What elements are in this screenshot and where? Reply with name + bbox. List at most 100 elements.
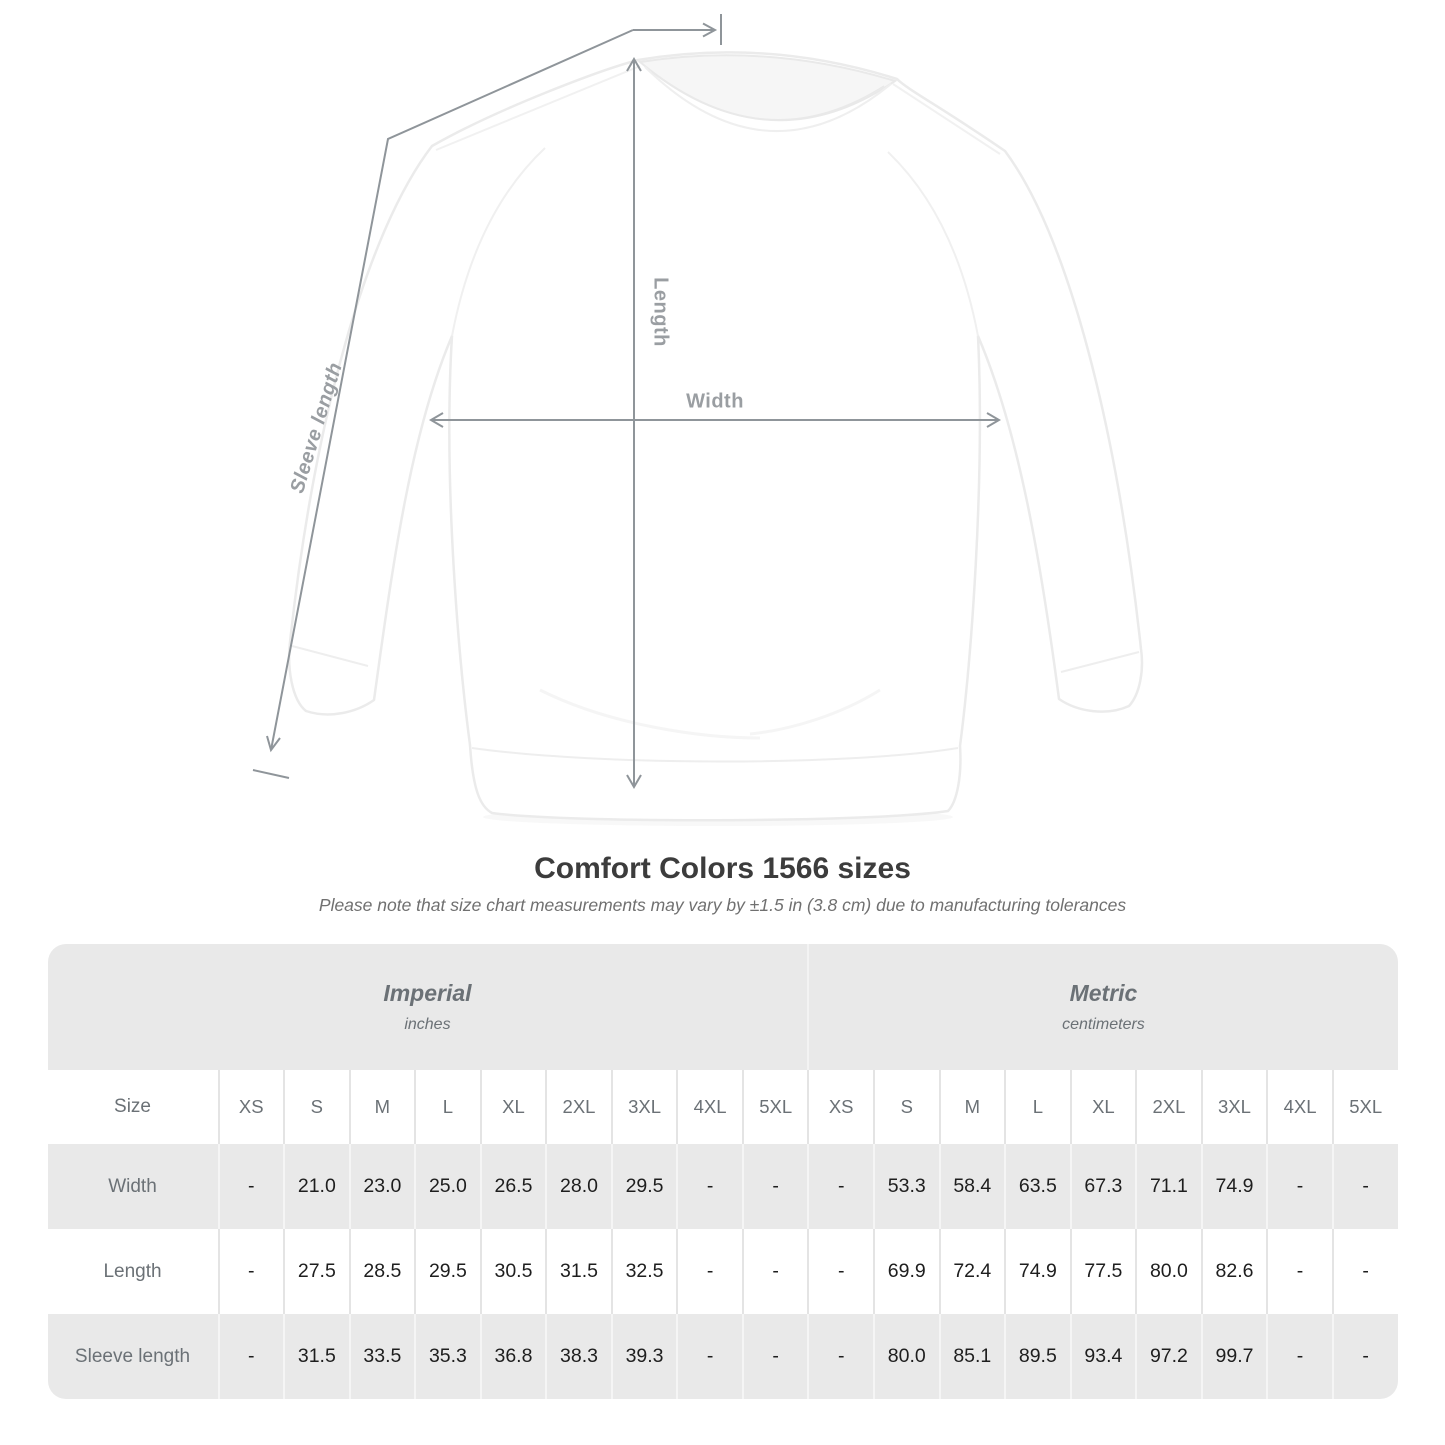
table-row: Sleeve length -31.5 33.5 35.3 36.8 38.3 39.3- -… <box>47 1314 1398 1399</box>
value-cell: 80.0 <box>872 1314 939 1399</box>
size-header: M <box>348 1070 415 1144</box>
table-row: Width -21.0 23.0 25.0 26.5 28.0 29.5- - -53.3 58.… <box>47 1144 1398 1229</box>
size-header: XS <box>807 1070 873 1144</box>
value-cell: 32.5 <box>610 1229 677 1314</box>
size-header: 4XL <box>676 1070 742 1144</box>
unit-group-imperial: Imperial inches <box>47 944 808 1070</box>
value-cell: - <box>676 1229 742 1314</box>
size-header: 2XL <box>1135 1070 1201 1144</box>
table-body: Width -21.0 23.0 25.0 26.5 28.0 29.5- - -53.3 58.… <box>47 1144 1398 1399</box>
width-measure-label: Width <box>686 390 744 413</box>
value-cell: 72.4 <box>938 1229 1005 1314</box>
tolerance-note: Please note that size chart measurements… <box>318 895 1127 915</box>
value-cell: - <box>1266 1144 1332 1229</box>
value-cell: 97.2 <box>1135 1314 1201 1399</box>
value-cell: 31.5 <box>545 1229 611 1314</box>
value-cell: 67.3 <box>1069 1144 1136 1229</box>
size-column-header: Size <box>47 1070 218 1144</box>
value-cell: 71.1 <box>1135 1144 1201 1229</box>
value-cell: 85.1 <box>938 1314 1005 1399</box>
value-cell: - <box>1266 1229 1332 1314</box>
size-header: 2XL <box>545 1070 611 1144</box>
value-cell: 77.5 <box>1069 1229 1136 1314</box>
value-cell: 27.5 <box>283 1229 349 1314</box>
unit-group-sublabel: centimeters <box>1062 1016 1145 1033</box>
size-header: M <box>938 1070 1005 1144</box>
value-cell: - <box>807 1144 873 1229</box>
unit-band-row: Imperial inches Metric centimeters <box>47 944 1398 1070</box>
value-cell: 25.0 <box>414 1144 480 1229</box>
value-cell: - <box>676 1314 742 1399</box>
size-header-row: Size XS S M L XL 2XL 3XL 4XL 5XL XS S M L XL 2XL 3XL 4XL 5… <box>47 1070 1398 1144</box>
value-cell: - <box>217 1229 284 1314</box>
value-cell: 58.4 <box>938 1144 1005 1229</box>
size-header: 3XL <box>1200 1070 1267 1144</box>
value-cell: - <box>217 1314 284 1399</box>
value-cell: 93.4 <box>1069 1314 1136 1399</box>
value-cell: - <box>807 1314 873 1399</box>
value-cell: - <box>807 1229 873 1314</box>
row-label: Length <box>47 1229 218 1314</box>
size-header: L <box>1004 1070 1070 1144</box>
value-cell: 28.0 <box>545 1144 611 1229</box>
size-guide-page: Width Length Sleeve length Comfort Color… <box>47 14 1398 1399</box>
value-cell: - <box>1331 1229 1398 1314</box>
row-label: Sleeve length <box>47 1314 218 1399</box>
value-cell: - <box>741 1314 808 1399</box>
value-cell: 38.3 <box>545 1314 611 1399</box>
size-header: 4XL <box>1266 1070 1332 1144</box>
value-cell: - <box>217 1144 284 1229</box>
unit-group-label: Imperial <box>383 980 472 1006</box>
width-measure-line <box>429 412 1001 428</box>
table-row: Length -27.5 28.5 29.5 30.5 31.5 32.5- - -69.9 72… <box>47 1229 1398 1314</box>
size-header: 5XL <box>741 1070 808 1144</box>
value-cell: 89.5 <box>1004 1314 1070 1399</box>
page-title: Comfort Colors 1566 sizes <box>534 852 911 885</box>
sweatshirt-outline <box>287 51 1144 826</box>
size-header: 3XL <box>610 1070 677 1144</box>
value-cell: - <box>741 1229 808 1314</box>
value-cell: 29.5 <box>414 1229 480 1314</box>
value-cell: 80.0 <box>1135 1229 1201 1314</box>
value-cell: 31.5 <box>283 1314 349 1399</box>
value-cell: - <box>1331 1314 1398 1399</box>
value-cell: - <box>1331 1144 1398 1229</box>
size-header: S <box>283 1070 349 1144</box>
value-cell: 33.5 <box>348 1314 415 1399</box>
value-cell: 63.5 <box>1004 1144 1070 1229</box>
value-cell: 28.5 <box>348 1229 415 1314</box>
value-cell: 21.0 <box>283 1144 349 1229</box>
sweatshirt-diagram: Width Length Sleeve length <box>252 14 1144 826</box>
value-cell: 23.0 <box>348 1144 415 1229</box>
unit-group-metric: Metric centimeters <box>807 944 1398 1070</box>
size-header: S <box>872 1070 939 1144</box>
sweatshirt-illustration <box>252 14 1144 826</box>
value-cell: 99.7 <box>1200 1314 1267 1399</box>
value-cell: 30.5 <box>479 1229 546 1314</box>
value-cell: 36.8 <box>479 1314 546 1399</box>
value-cell: - <box>676 1144 742 1229</box>
measurement-lines <box>252 14 1001 789</box>
sleeve-length-measure-line <box>252 14 722 779</box>
value-cell: - <box>1266 1314 1332 1399</box>
size-header: 5XL <box>1331 1070 1398 1144</box>
length-measure-line <box>626 57 642 789</box>
length-measure-label: Length <box>649 277 672 347</box>
unit-group-sublabel: inches <box>404 1016 451 1033</box>
size-chart-table: Imperial inches Metric centimeters Size XS S M L… <box>47 944 1398 1399</box>
value-cell: - <box>741 1144 808 1229</box>
size-header: XS <box>217 1070 284 1144</box>
value-cell: 39.3 <box>610 1314 677 1399</box>
value-cell: 35.3 <box>414 1314 480 1399</box>
size-header: XL <box>1069 1070 1136 1144</box>
value-cell: 69.9 <box>872 1229 939 1314</box>
size-header: XL <box>479 1070 546 1144</box>
size-header: L <box>414 1070 480 1144</box>
value-cell: 29.5 <box>610 1144 677 1229</box>
value-cell: 53.3 <box>872 1144 939 1229</box>
row-label: Width <box>47 1144 218 1229</box>
value-cell: 74.9 <box>1004 1229 1070 1314</box>
table-head: Imperial inches Metric centimeters Size XS S M L… <box>47 944 1398 1144</box>
value-cell: 82.6 <box>1200 1229 1267 1314</box>
value-cell: 74.9 <box>1200 1144 1267 1229</box>
